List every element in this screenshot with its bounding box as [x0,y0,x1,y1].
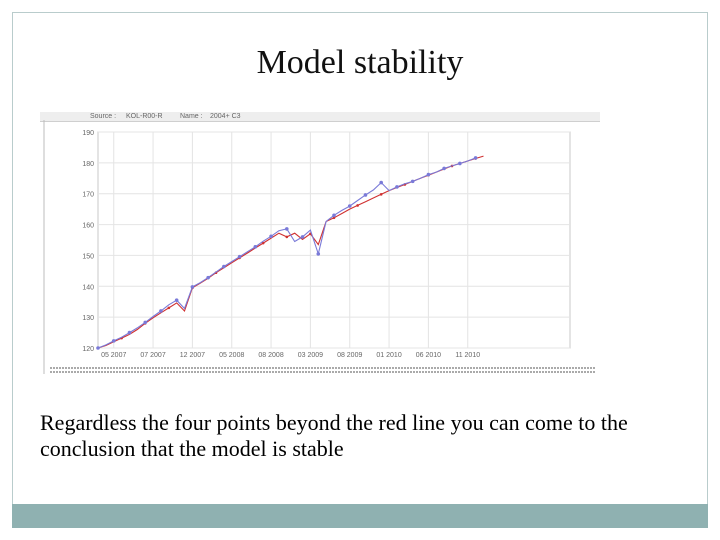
series-point-1 [253,244,258,249]
series-point-1 [222,264,226,269]
series-point-0 [379,193,383,196]
series-point-0 [261,241,265,245]
x-tick-label: 01 2010 [376,352,401,359]
series-point-1 [442,166,446,171]
x-tick-label: 08 2008 [258,352,283,359]
series-point-1 [347,204,352,208]
y-tick-label: 120 [82,346,94,353]
series-point-1 [379,180,384,185]
name-label: Name : [180,113,203,120]
y-tick-label: 190 [82,130,94,137]
series-point-0 [167,306,171,310]
series-point-1 [395,185,399,189]
x-tick-label: 07 2007 [140,352,165,359]
series-point-1 [143,320,147,325]
series-point-0 [332,216,336,220]
series-point-1 [426,172,431,177]
series-point-1 [96,346,100,350]
series-point-1 [316,252,321,256]
series-point-1 [190,285,195,289]
series-point-1 [111,339,116,343]
x-tick-label: 05 2007 [101,352,126,359]
y-tick-label: 170 [82,192,94,199]
source-label: Source : [90,113,117,120]
series-point-1 [473,156,478,160]
x-tick-label: 05 2008 [219,352,244,359]
series-point-1 [285,227,289,231]
y-tick-label: 140 [82,284,94,291]
series-point-1 [363,193,368,197]
footer-bar [12,504,708,528]
series-point-1 [458,161,462,166]
series-point-1 [410,179,415,184]
series-point-1 [127,330,132,335]
x-tick-label: 12 2007 [180,352,205,359]
series-point-1 [300,235,305,239]
chart-header: Source : KOL-R00-R Name : 2004+ C3 [40,112,600,122]
y-tick-label: 180 [82,161,94,168]
series-point-1 [159,309,163,313]
series-point-1 [206,275,210,280]
stability-chart: 120 130 140 150 160 170 180 190 05 2007 07 2007 12… [43,120,596,374]
x-tick-label: 06 2010 [416,352,441,359]
chart-panel: Source : KOL-R00-R Name : 2004+ C3 120 13… [36,112,602,380]
x-tick-label: 08 2009 [337,352,362,359]
body-text: Regardless the four points beyond the re… [40,410,628,461]
x-tick-label: 03 2009 [298,352,323,359]
x-tick-label: 11 2010 [455,352,480,359]
series-point-1 [174,298,179,302]
series-point-1 [332,213,336,218]
series-point-1 [237,254,242,259]
series-point-1 [269,234,273,239]
plot-area [97,131,571,349]
name-value: 2004+ C3 [210,113,241,120]
y-tick-label: 130 [82,315,94,322]
source-value: KOL-R00-R [126,113,163,120]
y-tick-label: 160 [82,223,94,230]
series-point-0 [356,204,359,207]
slide-title: Model stability [256,44,464,81]
y-tick-label: 150 [82,253,94,260]
series-point-0 [285,235,289,239]
